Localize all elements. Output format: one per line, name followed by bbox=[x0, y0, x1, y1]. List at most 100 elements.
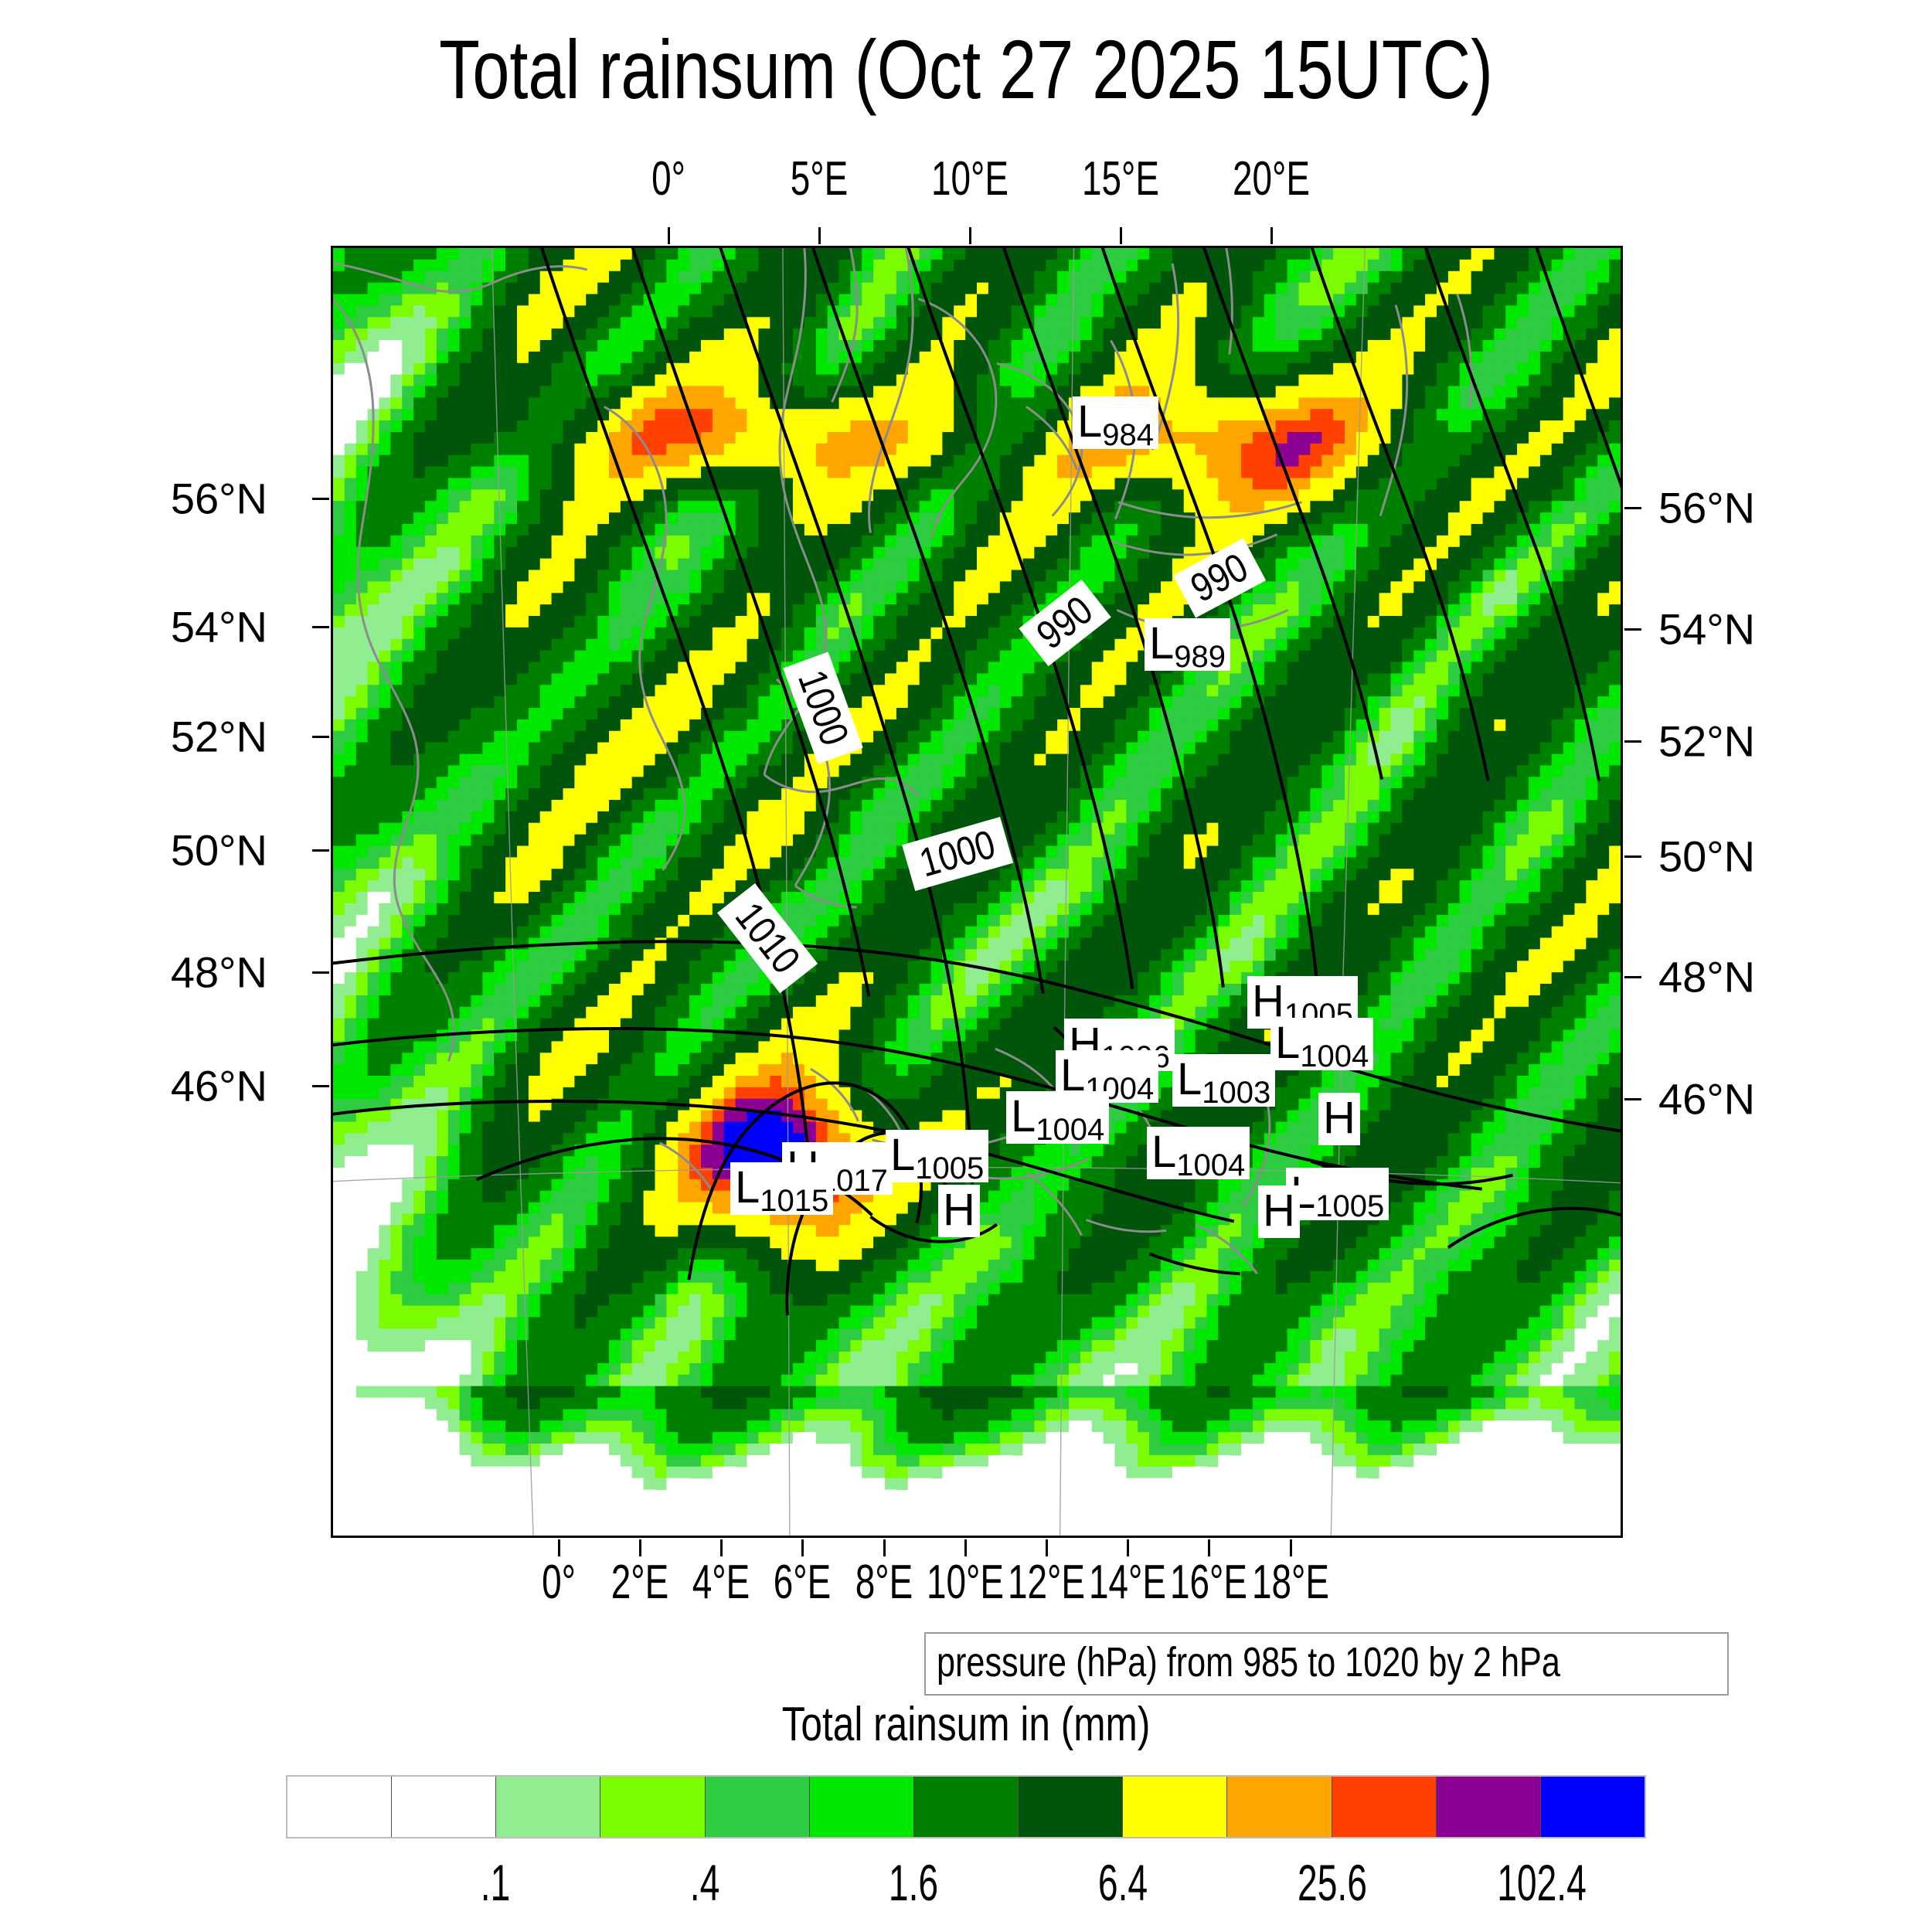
colorbar-tick-25p6: 25.6 bbox=[1297, 1854, 1367, 1911]
lat-tick-right bbox=[1624, 855, 1641, 858]
lat-tick-left bbox=[312, 971, 329, 974]
colorbar-cell-bright-green bbox=[809, 1777, 914, 1837]
pressure-caption-text: pressure (hPa) from 985 to 1020 by 2 hPa bbox=[937, 1639, 1560, 1685]
lat-tick-left bbox=[312, 626, 329, 628]
lat-tick-left bbox=[312, 1085, 329, 1087]
lon-label-bottom-2°E: 2°E bbox=[611, 1556, 669, 1609]
pressure-system-kind: H bbox=[1263, 1185, 1295, 1236]
lat-label-right-50°N: 50°N bbox=[1658, 832, 1756, 881]
colorbar-cell-darker-green bbox=[1019, 1777, 1124, 1837]
lat-tick-left bbox=[312, 736, 329, 738]
colorbar-cell-white bbox=[287, 1777, 393, 1837]
lon-label-bottom-8°E: 8°E bbox=[855, 1556, 913, 1609]
lon-tick-bottom bbox=[1290, 1539, 1292, 1556]
colorbar-cell-red-orange bbox=[1332, 1777, 1437, 1837]
pressure-system-kind: H bbox=[943, 1185, 975, 1235]
pressure-system-kind: H bbox=[1323, 1093, 1355, 1143]
pressure-system-kind: L bbox=[1077, 396, 1103, 447]
pressure-system-kind: L bbox=[1149, 618, 1175, 668]
lat-tick-right bbox=[1624, 1098, 1641, 1100]
lon-label-bottom-6°E: 6°E bbox=[773, 1556, 832, 1609]
lon-tick-top bbox=[969, 227, 971, 244]
colorbar-tick-p1: .1 bbox=[480, 1854, 511, 1911]
lat-tick-right bbox=[1624, 976, 1641, 978]
lon-tick-bottom bbox=[558, 1539, 560, 1556]
pressure-system-label-L1004: L1004 bbox=[1006, 1091, 1110, 1145]
lon-tick-bottom bbox=[639, 1539, 641, 1556]
lon-tick-top bbox=[1270, 227, 1273, 244]
lat-label-left-52°N: 52°N bbox=[170, 712, 267, 761]
colorbar-cell-yellow-green bbox=[600, 1777, 706, 1837]
pressure-system-value: 1005 bbox=[915, 1151, 985, 1185]
colorbar-tick-1p6: 1.6 bbox=[889, 1854, 939, 1911]
colorbar-tick-6p4: 6.4 bbox=[1097, 1854, 1148, 1911]
lon-tick-bottom bbox=[964, 1539, 967, 1556]
lon-label-top-15°E: 15°E bbox=[1082, 152, 1159, 206]
lat-tick-right bbox=[1624, 740, 1641, 743]
pressure-system-label-H: H bbox=[1318, 1093, 1360, 1145]
pressure-system-kind: L bbox=[1151, 1127, 1177, 1177]
pressure-system-value: 984 bbox=[1102, 418, 1155, 452]
lat-label-right-48°N: 48°N bbox=[1658, 952, 1756, 1002]
lat-label-right-54°N: 54°N bbox=[1658, 604, 1756, 654]
lon-label-top-20°E: 20°E bbox=[1233, 152, 1310, 206]
lon-tick-top bbox=[668, 227, 670, 244]
lat-label-right-52°N: 52°N bbox=[1658, 716, 1756, 766]
colorbar[interactable] bbox=[286, 1775, 1646, 1838]
map-vector-overlay bbox=[333, 248, 1621, 1536]
pressure-system-label-H: H bbox=[1258, 1185, 1300, 1238]
colorbar-cell-white bbox=[392, 1777, 497, 1837]
colorbar-cell-blue bbox=[1540, 1777, 1645, 1837]
lon-tick-bottom bbox=[1208, 1539, 1210, 1556]
map-plot-area bbox=[331, 246, 1623, 1538]
colorbar-title: Total rainsum in (mm) bbox=[0, 1697, 1932, 1752]
pressure-system-kind: L bbox=[890, 1130, 916, 1180]
pressure-caption-box: pressure (hPa) from 985 to 1020 by 2 hPa bbox=[924, 1632, 1729, 1696]
lon-tick-bottom bbox=[720, 1539, 723, 1556]
pressure-system-kind: L bbox=[1011, 1091, 1036, 1141]
pressure-system-value: 1004 bbox=[1176, 1148, 1246, 1182]
lat-tick-left bbox=[312, 849, 329, 852]
lon-label-top-5°E: 5°E bbox=[790, 152, 849, 206]
pressure-system-kind: H bbox=[1252, 976, 1284, 1026]
pressure-system-label-L984: L984 bbox=[1073, 396, 1159, 452]
pressure-system-value: 1015 bbox=[760, 1184, 829, 1218]
colorbar-cell-medium-green bbox=[705, 1777, 810, 1837]
lon-tick-bottom bbox=[883, 1539, 886, 1556]
lat-label-right-56°N: 56°N bbox=[1658, 483, 1756, 532]
colorbar-tick-102p4: 102.4 bbox=[1496, 1854, 1587, 1911]
lat-tick-right bbox=[1624, 507, 1641, 509]
colorbar-cell-yellow bbox=[1123, 1777, 1228, 1837]
colorbar-cell-purple bbox=[1436, 1777, 1541, 1837]
lon-label-bottom-18°E: 18°E bbox=[1252, 1556, 1329, 1609]
lat-label-left-56°N: 56°N bbox=[170, 474, 267, 523]
pressure-system-label-L1003: L1003 bbox=[1172, 1054, 1276, 1110]
pressure-system-label-L1005: L1005 bbox=[1286, 1168, 1389, 1222]
lon-label-bottom-14°E: 14°E bbox=[1089, 1556, 1166, 1609]
pressure-system-kind: L bbox=[1275, 1018, 1301, 1068]
lon-tick-top bbox=[818, 227, 821, 244]
pressure-system-value: 1004 bbox=[1300, 1039, 1369, 1073]
pressure-system-label-L1015: L1015 bbox=[730, 1162, 834, 1218]
colorbar-cell-orange bbox=[1227, 1777, 1332, 1837]
pressure-system-kind: L bbox=[1177, 1054, 1202, 1104]
lat-tick-right bbox=[1624, 628, 1641, 631]
lon-label-bottom-0°: 0° bbox=[542, 1556, 576, 1609]
pressure-system-kind: L bbox=[1060, 1050, 1086, 1100]
lon-label-bottom-16°E: 16°E bbox=[1170, 1556, 1247, 1609]
colorbar-cell-dark-green bbox=[913, 1777, 1019, 1837]
lon-tick-bottom bbox=[801, 1539, 804, 1556]
lon-tick-bottom bbox=[1127, 1539, 1129, 1556]
lat-label-left-54°N: 54°N bbox=[170, 602, 267, 651]
pressure-system-value: 1003 bbox=[1202, 1076, 1271, 1110]
page-title: Total rainsum (Oct 27 2025 15UTC) bbox=[439, 22, 1493, 116]
lon-tick-bottom bbox=[1046, 1539, 1048, 1556]
lat-label-left-50°N: 50°N bbox=[170, 825, 267, 875]
pressure-system-label-H: H bbox=[938, 1185, 980, 1237]
lon-label-top-10°E: 10°E bbox=[931, 152, 1009, 206]
lon-label-bottom-12°E: 12°E bbox=[1008, 1556, 1085, 1609]
isobars bbox=[333, 248, 1621, 1316]
lon-label-top-0°: 0° bbox=[651, 152, 685, 206]
colorbar-title-text: Total rainsum in (mm) bbox=[781, 1698, 1151, 1751]
colorbar-tick-p4: .4 bbox=[689, 1854, 719, 1911]
